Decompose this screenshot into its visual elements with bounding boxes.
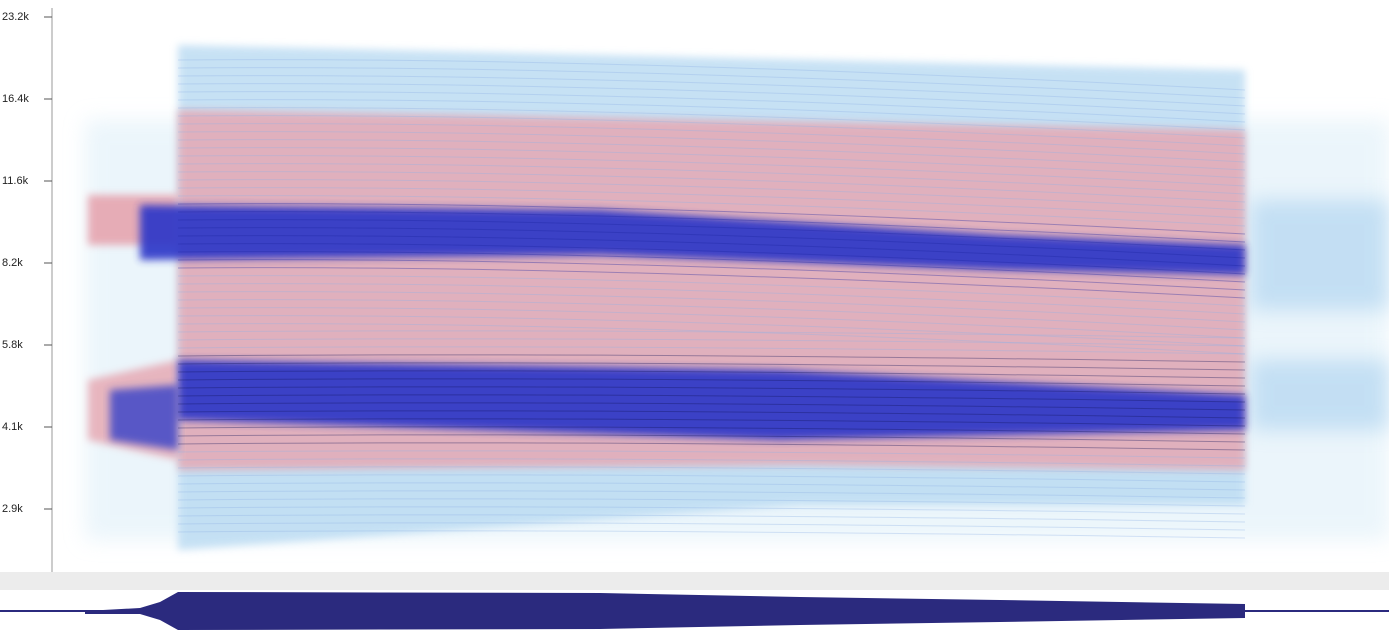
tick-label: 23.2k — [2, 11, 29, 23]
tick-label: 8.2k — [2, 257, 23, 269]
tick-label: 2.9k — [2, 503, 23, 515]
tick-label: 16.4k — [2, 93, 29, 105]
waveform-header — [0, 572, 1389, 590]
tick-label: 11.6k — [2, 175, 29, 187]
tail-band — [1250, 360, 1389, 430]
tick-label: 5.8k — [2, 339, 23, 351]
spectrogram-view: 23.2k 16.4k 11.6k 8.2k 5.8k 4.1k 2.9k — [0, 0, 1389, 631]
page: 23.2k16.4k11.6k8.2k5.8k4.1k2.9k (() => {… — [0, 0, 1389, 631]
tick-label: 4.1k — [2, 421, 23, 433]
dark-band — [110, 385, 178, 450]
spectrogram — [85, 45, 1389, 550]
tail-band — [1250, 200, 1389, 310]
